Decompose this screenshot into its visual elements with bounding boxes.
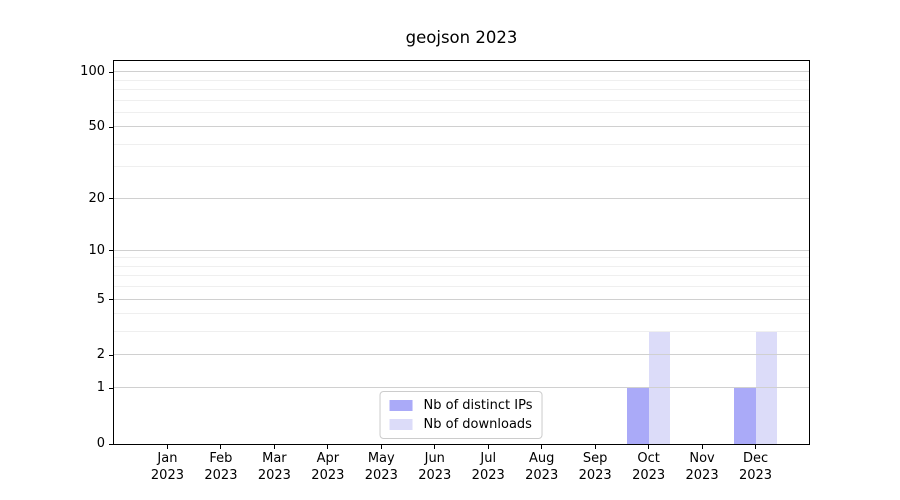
gridline-major (114, 71, 809, 73)
x-axis-tick-label: Oct 2023 (632, 451, 666, 483)
y-axis-tick-label: 100 (80, 64, 105, 80)
gridline-major (114, 298, 809, 300)
y-tick-mark (109, 443, 113, 445)
gridline-minor (114, 313, 809, 315)
x-axis-tick-label: Jul 2023 (471, 451, 505, 483)
y-tick-mark (109, 71, 113, 73)
x-axis-tick-label: Apr 2023 (311, 451, 345, 483)
x-tick-mark (166, 445, 168, 449)
bar-distinct-ips (627, 388, 649, 444)
x-tick-mark (487, 445, 489, 449)
gridline-minor (114, 143, 809, 145)
y-tick-mark (109, 198, 113, 200)
y-axis-tick-label: 2 (96, 347, 105, 363)
x-tick-mark (434, 445, 436, 449)
y-tick-mark (109, 250, 113, 252)
gridline-major (114, 197, 809, 199)
legend: Nb of distinct IPs Nb of downloads (379, 391, 543, 439)
gridline-minor (114, 265, 809, 267)
x-axis-tick-label: May 2023 (364, 451, 398, 483)
gridline-major (114, 354, 809, 356)
gridline-minor (114, 275, 809, 277)
x-tick-mark (594, 445, 596, 449)
x-tick-mark (755, 445, 757, 449)
x-tick-mark (701, 445, 703, 449)
gridline-minor (114, 331, 809, 333)
legend-label: Nb of distinct IPs (423, 398, 533, 413)
x-axis-tick-label: Jun 2023 (418, 451, 452, 483)
x-tick-mark (327, 445, 329, 449)
x-axis-tick-label: Nov 2023 (685, 451, 719, 483)
y-axis-tick-label: 5 (96, 291, 105, 307)
x-tick-mark (220, 445, 222, 449)
y-tick-mark (109, 354, 113, 356)
gridline-minor (114, 257, 809, 259)
y-axis-tick-label: 1 (96, 380, 105, 396)
gridline-minor (114, 111, 809, 113)
y-axis-tick-label: 20 (88, 190, 105, 206)
gridline-minor (114, 79, 809, 81)
x-tick-mark (541, 445, 543, 449)
gridline-minor (114, 99, 809, 101)
y-tick-mark (109, 126, 113, 128)
x-axis-tick-label: Jan 2023 (150, 451, 184, 483)
plot-area (113, 60, 810, 445)
chart-title: geojson 2023 (405, 28, 518, 47)
gridline-minor (114, 88, 809, 90)
x-axis-tick-label: Aug 2023 (525, 451, 559, 483)
gridline-minor (114, 286, 809, 288)
y-tick-mark (109, 387, 113, 389)
y-axis-tick-label: 0 (96, 436, 105, 451)
x-axis-tick-label: Feb 2023 (204, 451, 238, 483)
gridline-major (114, 387, 809, 389)
y-axis-tick-label: 10 (88, 242, 105, 258)
legend-item: Nb of distinct IPs (389, 398, 533, 413)
bar-downloads (648, 332, 671, 444)
legend-swatch-distinct-ips (389, 400, 413, 411)
x-axis-tick-label: Mar 2023 (257, 451, 291, 483)
gridline-major (114, 126, 809, 128)
legend-swatch-downloads (389, 419, 413, 430)
x-tick-mark (273, 445, 275, 449)
bar-downloads (755, 332, 778, 444)
legend-label: Nb of downloads (423, 417, 532, 432)
y-axis-tick-label: 50 (88, 119, 105, 135)
x-tick-mark (380, 445, 382, 449)
x-axis-tick-label: Dec 2023 (738, 451, 773, 483)
gridline-major (114, 249, 809, 251)
gridline-minor (114, 166, 809, 168)
x-axis-tick-label: Sep 2023 (578, 451, 612, 483)
bar-distinct-ips (734, 388, 756, 444)
plot-inner (114, 61, 809, 444)
y-tick-mark (109, 299, 113, 301)
legend-item: Nb of downloads (389, 417, 533, 432)
x-tick-mark (648, 445, 650, 449)
